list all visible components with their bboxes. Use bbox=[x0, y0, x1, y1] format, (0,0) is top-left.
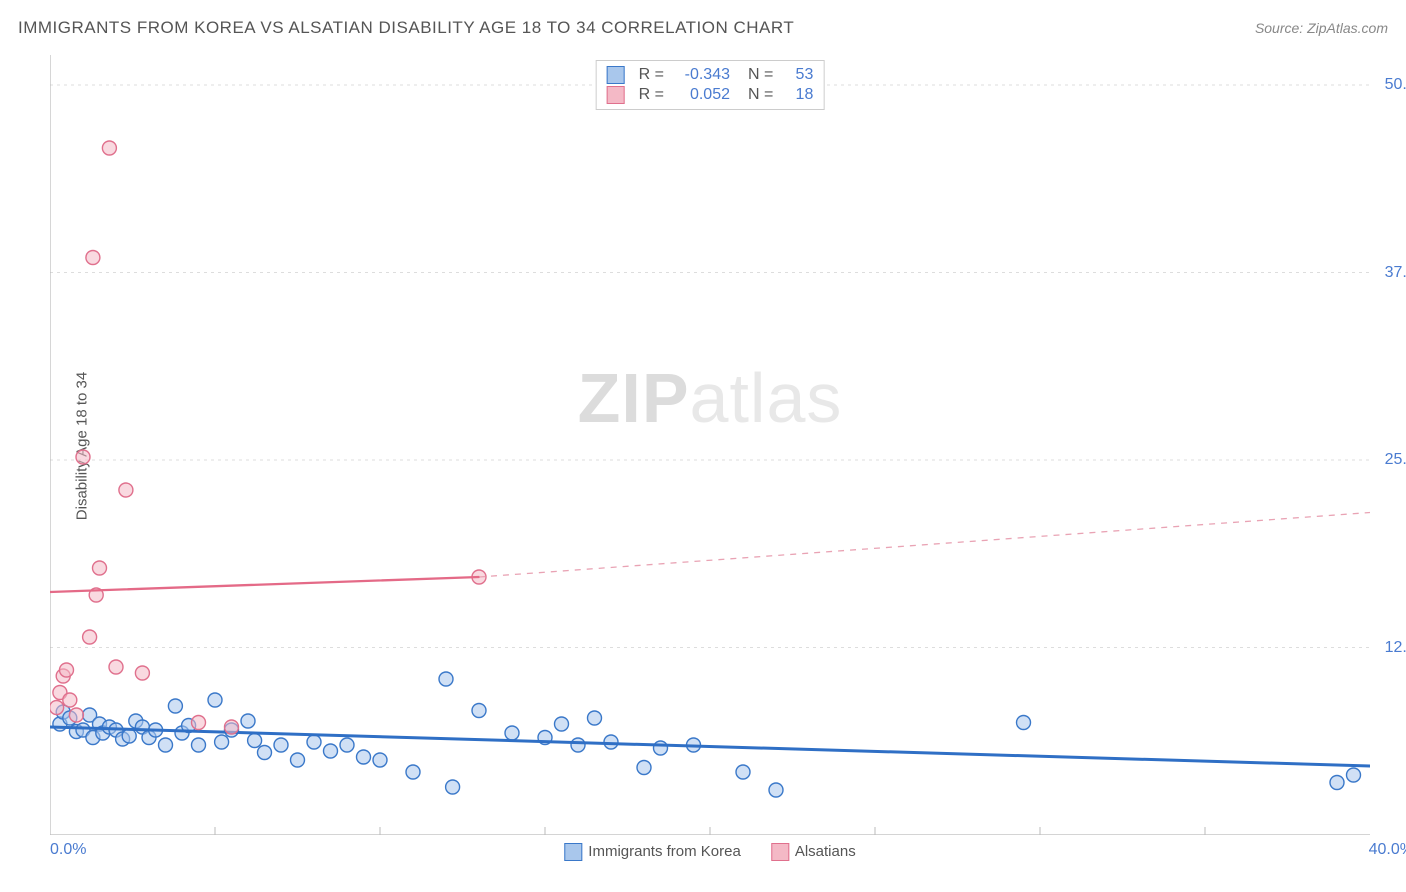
source-label: Source: ZipAtlas.com bbox=[1255, 20, 1388, 36]
stat-legend: R = -0.343 N = 53 R = 0.052 N = 18 bbox=[596, 60, 825, 110]
y-tick-label: 50.0% bbox=[1385, 76, 1406, 94]
n-label: N = bbox=[748, 86, 773, 104]
legend-label: Alsatians bbox=[795, 843, 856, 860]
n-value: 18 bbox=[783, 86, 813, 104]
stat-legend-row: R = -0.343 N = 53 bbox=[607, 65, 814, 85]
bottom-legend-item: Immigrants from Korea bbox=[564, 843, 741, 861]
x-tick-min: 0.0% bbox=[50, 841, 86, 859]
r-value: -0.343 bbox=[674, 66, 730, 84]
y-tick-label: 37.5% bbox=[1385, 264, 1406, 282]
chart-svg bbox=[50, 55, 1370, 835]
plot-area: ZIPatlas R =-0.343N =53R = 0.052N =18 12… bbox=[50, 55, 1370, 835]
y-tick-label: 12.5% bbox=[1385, 639, 1406, 657]
r-value: 0.052 bbox=[674, 86, 730, 104]
legend-swatch-icon bbox=[607, 86, 625, 104]
legend-label: Immigrants from Korea bbox=[588, 843, 741, 860]
legend-swatch-icon bbox=[771, 843, 789, 861]
n-value: 53 bbox=[783, 66, 813, 84]
stat-legend-row: R = 0.052 N = 18 bbox=[607, 85, 814, 105]
bottom-legend: Immigrants from Korea Alsatians bbox=[564, 843, 855, 861]
r-label: R = bbox=[639, 86, 664, 104]
chart-title: IMMIGRANTS FROM KOREA VS ALSATIAN DISABI… bbox=[18, 18, 794, 38]
legend-swatch-icon bbox=[607, 66, 625, 84]
r-label: R = bbox=[639, 66, 664, 84]
y-tick-label: 25.0% bbox=[1385, 451, 1406, 469]
n-label: N = bbox=[748, 66, 773, 84]
legend-swatch-icon bbox=[564, 843, 582, 861]
x-tick-max: 40.0% bbox=[1369, 841, 1406, 859]
bottom-legend-item: Alsatians bbox=[771, 843, 856, 861]
